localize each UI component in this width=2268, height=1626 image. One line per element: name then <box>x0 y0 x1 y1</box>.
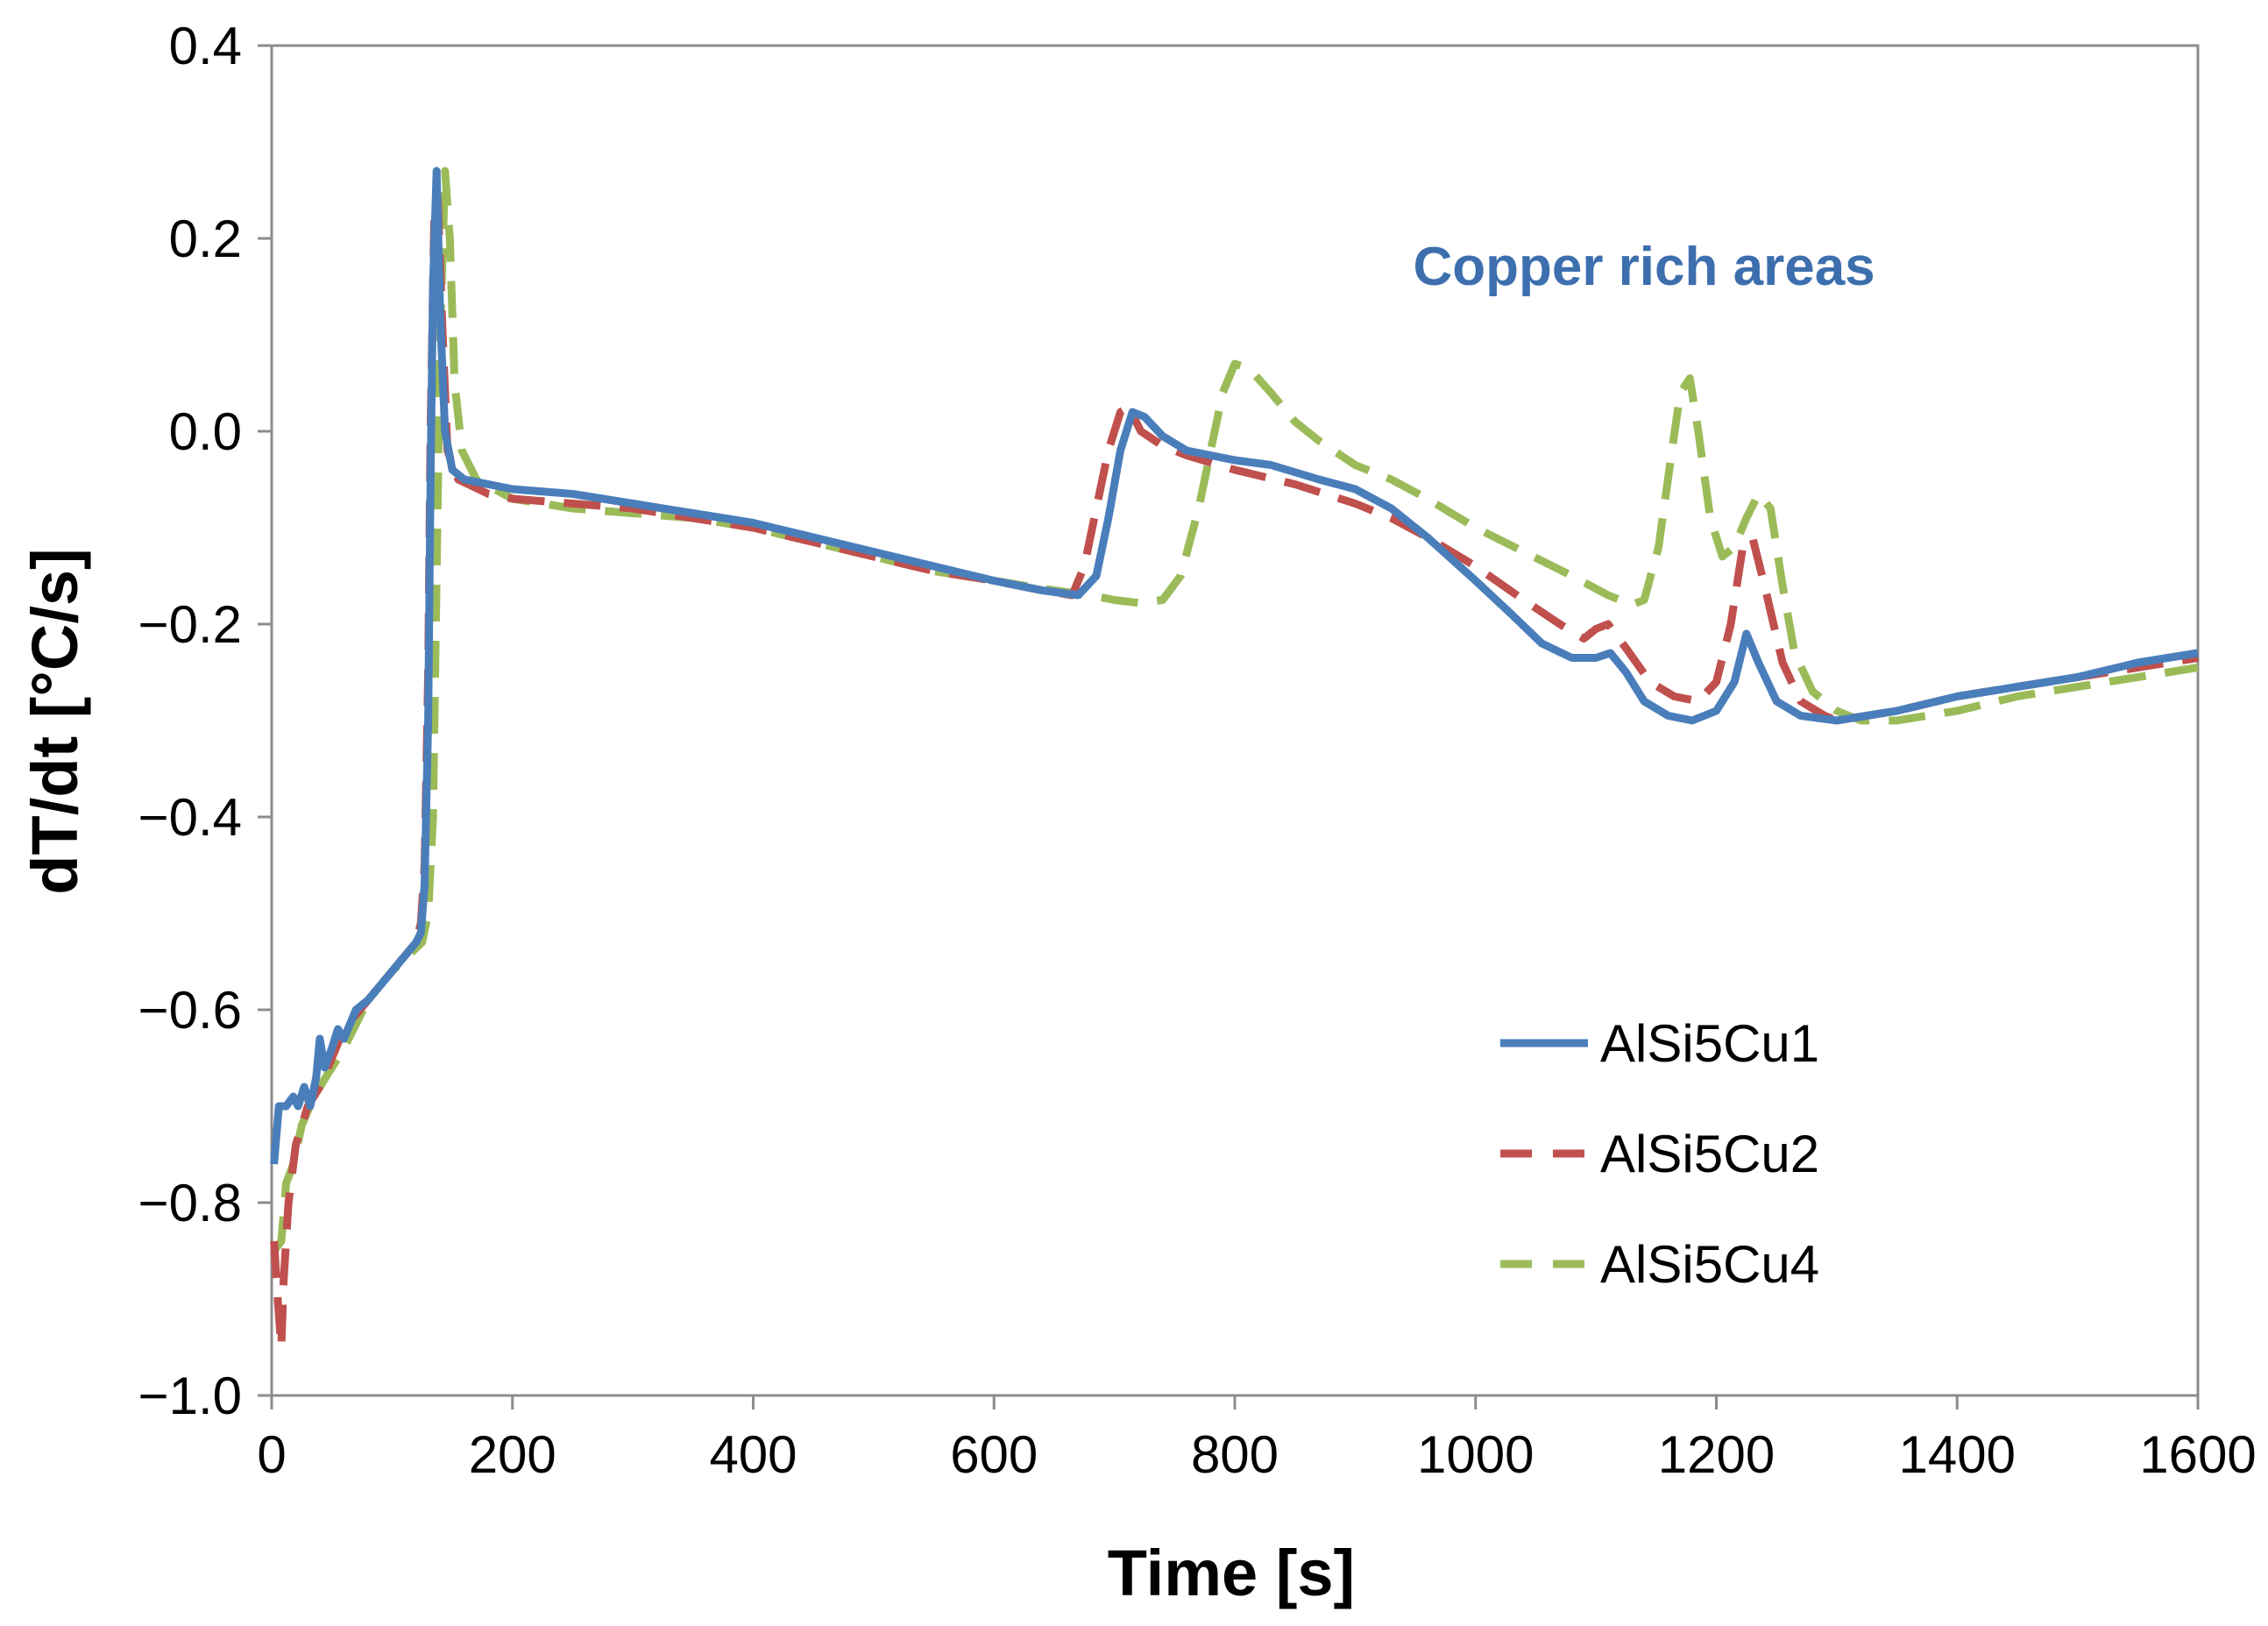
x-tick-label: 800 <box>1191 1425 1279 1484</box>
y-tick-label: −0.4 <box>138 788 242 847</box>
x-tick-label: 200 <box>469 1425 556 1484</box>
y-axis-title: dT/dt [°C/s] <box>18 548 91 894</box>
y-tick-label: −1.0 <box>138 1367 242 1425</box>
y-tick-label: 0.4 <box>169 17 242 75</box>
x-tick-label: 0 <box>257 1425 286 1484</box>
legend-label-alsi5cu1: AlSi5Cu1 <box>1600 1014 1819 1073</box>
y-tick-label: −0.2 <box>138 595 242 654</box>
series-line-alsi5cu4 <box>271 167 2199 1253</box>
x-tick-label: 400 <box>709 1425 797 1484</box>
series-line-alsi5cu1 <box>270 167 2199 1165</box>
series-layer <box>270 167 2199 1352</box>
legend-label-alsi5cu4: AlSi5Cu4 <box>1600 1235 1819 1294</box>
x-tick-label: 600 <box>950 1425 1038 1484</box>
x-tick-label: 1200 <box>1658 1425 1775 1484</box>
y-tick-label: −0.8 <box>138 1174 242 1232</box>
legend-label-alsi5cu2: AlSi5Cu2 <box>1600 1125 1819 1183</box>
legend: AlSi5Cu1 AlSi5Cu2 AlSi5Cu4 <box>1500 1014 1819 1294</box>
y-tick-label: −0.6 <box>138 981 242 1040</box>
series-line-alsi5cu2 <box>270 195 2199 1352</box>
x-tick-label: 1600 <box>2139 1425 2256 1484</box>
y-tick-label: 0.0 <box>169 402 242 461</box>
x-tick-label: 1000 <box>1417 1425 1534 1484</box>
x-axis-title: Time [s] <box>1108 1537 1355 1609</box>
y-tick-label: 0.2 <box>169 209 242 268</box>
annotation-copper-rich-areas: Copper rich areas <box>1413 237 1875 297</box>
x-axis-ticks: 0 200 400 600 800 1000 1200 1400 1600 <box>257 1395 2257 1484</box>
y-axis-ticks: 0.4 0.2 0.0 −0.2 −0.4 −0.6 −0.8 −1.0 <box>138 17 272 1425</box>
x-tick-label: 1400 <box>1899 1425 2016 1484</box>
